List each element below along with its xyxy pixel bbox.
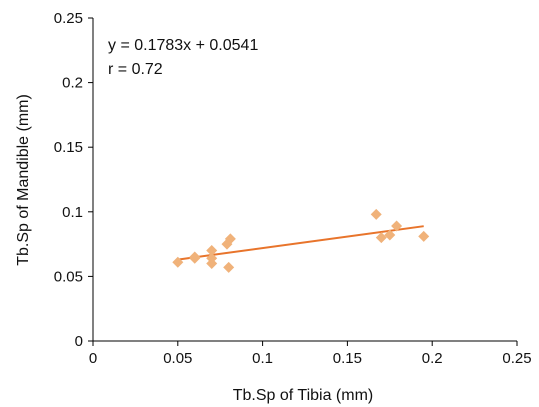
- y-tick-label: 0: [75, 333, 83, 350]
- y-axis-title: Tb.Sp of Mandible (mm): [15, 94, 32, 266]
- data-point: [375, 232, 387, 244]
- data-point: [370, 208, 382, 220]
- x-ticks: 0 0.05 0.1 0.15 0.2 0.25: [89, 341, 532, 367]
- data-point: [172, 256, 184, 268]
- data-point: [223, 261, 235, 273]
- r-annotation: r = 0.72: [108, 61, 163, 78]
- y-tick-label: 0.15: [54, 139, 83, 156]
- data-point: [418, 230, 430, 242]
- y-tick-label: 0.1: [62, 204, 83, 221]
- y-tick-label: 0.25: [54, 10, 83, 27]
- x-tick-label: 0.15: [333, 350, 362, 367]
- data-point: [384, 229, 396, 241]
- equation-annotation: y = 0.1783x + 0.0541: [108, 37, 258, 54]
- x-tick-label: 0.1: [252, 350, 273, 367]
- data-point: [206, 245, 218, 257]
- x-axis-title: Tb.Sp of Tibia (mm): [233, 387, 373, 404]
- x-tick-label: 0.05: [163, 350, 192, 367]
- data-point: [189, 251, 201, 263]
- y-tick-label: 0.05: [54, 268, 83, 285]
- data-point: [224, 233, 236, 245]
- x-tick-label: 0: [89, 350, 97, 367]
- y-tick-label: 0.2: [62, 75, 83, 92]
- x-tick-label: 0.25: [502, 350, 531, 367]
- data-point: [391, 220, 403, 232]
- trendline: [177, 225, 424, 261]
- data-point: [206, 257, 218, 269]
- y-ticks: 0 0.05 0.1 0.15 0.2 0.25: [54, 10, 93, 350]
- x-tick-label: 0.2: [422, 350, 443, 367]
- axes: [92, 18, 517, 342]
- data-points: [172, 208, 430, 273]
